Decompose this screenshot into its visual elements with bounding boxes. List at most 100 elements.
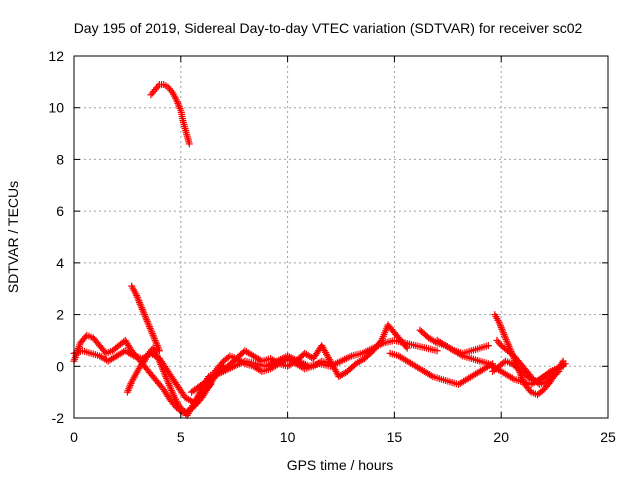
data-point bbox=[448, 346, 456, 354]
data-point bbox=[137, 302, 145, 310]
data-point bbox=[167, 86, 175, 94]
x-tick-label: 5 bbox=[177, 429, 185, 445]
data-point bbox=[126, 383, 134, 391]
series-arc-a bbox=[70, 331, 228, 417]
data-point bbox=[496, 322, 504, 330]
data-point bbox=[173, 98, 181, 106]
data-point bbox=[168, 386, 176, 394]
data-point bbox=[135, 297, 143, 305]
data-point bbox=[155, 347, 163, 355]
data-point bbox=[124, 386, 132, 394]
data-point bbox=[500, 330, 508, 338]
data-point bbox=[138, 305, 146, 313]
data-point bbox=[502, 336, 510, 344]
data-point bbox=[558, 359, 566, 367]
data-point bbox=[163, 376, 171, 384]
data-point bbox=[125, 385, 133, 393]
data-point bbox=[402, 343, 410, 351]
data-point bbox=[154, 343, 162, 351]
data-point bbox=[151, 336, 159, 344]
data-point bbox=[167, 385, 175, 393]
series-arc-high bbox=[147, 80, 193, 148]
series-arc-f bbox=[386, 349, 497, 388]
data-point bbox=[143, 316, 151, 324]
data-point bbox=[150, 333, 158, 341]
x-tick-label: 25 bbox=[600, 429, 616, 445]
data-point bbox=[499, 329, 507, 337]
data-point bbox=[158, 362, 166, 370]
data-point bbox=[165, 380, 173, 388]
data-point bbox=[139, 307, 147, 315]
data-point bbox=[545, 369, 553, 377]
y-tick-label: 4 bbox=[56, 255, 64, 271]
data-point bbox=[205, 382, 213, 390]
data-point bbox=[173, 96, 181, 104]
y-tick-label: 0 bbox=[56, 358, 64, 374]
data-point bbox=[174, 99, 182, 107]
data-point bbox=[170, 392, 178, 400]
data-point bbox=[153, 340, 161, 348]
data-point bbox=[155, 357, 163, 365]
data-point bbox=[160, 367, 168, 375]
data-point bbox=[154, 82, 162, 90]
data-point bbox=[166, 383, 174, 391]
data-point bbox=[154, 354, 162, 362]
data-point bbox=[484, 342, 492, 350]
x-tick-label: 10 bbox=[280, 429, 296, 445]
data-point bbox=[519, 377, 527, 385]
data-point bbox=[168, 388, 176, 396]
data-point bbox=[133, 292, 141, 300]
data-point bbox=[128, 351, 136, 359]
data-point bbox=[146, 324, 154, 332]
series-arc-peak bbox=[128, 282, 163, 355]
data-point bbox=[138, 304, 146, 312]
data-point bbox=[148, 328, 156, 336]
data-point bbox=[132, 290, 140, 298]
x-tick-label: 0 bbox=[70, 429, 78, 445]
data-point bbox=[134, 295, 142, 303]
data-point bbox=[495, 318, 503, 326]
chart-title: Day 195 of 2019, Sidereal Day-to-day VTE… bbox=[74, 20, 583, 36]
data-point bbox=[499, 327, 507, 335]
data-point bbox=[123, 388, 131, 396]
data-point bbox=[147, 326, 155, 334]
data-point bbox=[155, 345, 163, 353]
data-point bbox=[157, 361, 165, 369]
grid-layer bbox=[74, 56, 608, 418]
data-point bbox=[161, 371, 169, 379]
data-point bbox=[496, 320, 504, 328]
data-point bbox=[496, 340, 504, 348]
data-point bbox=[150, 335, 158, 343]
data-point bbox=[519, 375, 527, 383]
data-point bbox=[526, 374, 534, 382]
data-point bbox=[508, 374, 516, 382]
data-point bbox=[207, 380, 215, 388]
data-point bbox=[140, 311, 148, 319]
tick-layer: 0 5 10 15 20 25 -2 0 2 4 6 8 10 12 bbox=[48, 48, 616, 445]
y-tick-label: 2 bbox=[56, 307, 64, 323]
data-point bbox=[497, 324, 505, 331]
x-tick-label: 20 bbox=[493, 429, 509, 445]
data-point bbox=[185, 140, 193, 148]
series-arc-i bbox=[491, 311, 567, 399]
data-point bbox=[498, 325, 506, 333]
y-tick-label: -2 bbox=[52, 410, 65, 426]
data-point bbox=[136, 299, 144, 307]
y-tick-label: 8 bbox=[56, 151, 64, 167]
series-arc-e bbox=[215, 321, 411, 381]
data-point bbox=[175, 103, 183, 111]
series-arc-h bbox=[433, 336, 492, 357]
data-point bbox=[156, 359, 164, 367]
data-point bbox=[169, 390, 177, 398]
points-layer bbox=[70, 80, 569, 419]
x-axis-label: GPS time / hours bbox=[287, 457, 394, 473]
data-point bbox=[145, 321, 153, 329]
x-tick-label: 15 bbox=[387, 429, 403, 445]
series-arc-k bbox=[489, 357, 567, 386]
data-point bbox=[142, 314, 150, 322]
y-tick-label: 6 bbox=[56, 203, 64, 219]
data-point bbox=[433, 347, 441, 355]
y-tick-label: 12 bbox=[48, 48, 64, 64]
data-point bbox=[141, 312, 149, 320]
